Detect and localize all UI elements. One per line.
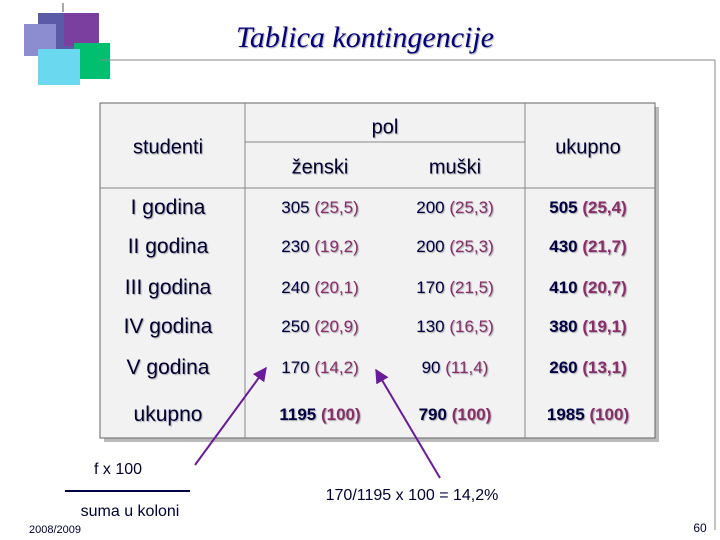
cell-count: 230: [281, 237, 310, 256]
cell-percent: (100): [589, 405, 630, 424]
formula-numerator: f x 100: [93, 461, 143, 478]
row-label: II godina: [127, 235, 209, 258]
table-cell: 260 (13,1): [549, 358, 627, 378]
cell-percent: (25,5): [314, 198, 359, 217]
cell-count: 505: [549, 198, 578, 217]
table-cell: 790 (100): [419, 405, 492, 425]
cell-count: 260: [549, 358, 578, 377]
deco-square: [38, 49, 80, 85]
table-cell: 230 (19,2): [281, 237, 359, 257]
table-cell: 305 (25,5): [281, 198, 359, 218]
cell-count: 790: [418, 405, 447, 424]
column-header: pol: [371, 116, 399, 139]
cell-count: 1985: [546, 405, 585, 424]
formula-denominator: suma u koloni: [80, 503, 180, 520]
table-cell: 430 (21,7): [549, 237, 627, 257]
table-cell: 90 (11,4): [422, 358, 489, 378]
example-calc: 170/1195 x 100 = 14,2%: [325, 487, 499, 504]
cell-count: 170: [281, 358, 310, 377]
cell-percent: (25,3): [449, 237, 494, 256]
table-cell: 130 (16,5): [416, 317, 494, 337]
table-cell: 200 (25,3): [416, 237, 494, 257]
cell-count: 240: [281, 278, 310, 297]
cell-percent: (19,1): [582, 317, 627, 336]
cell-count: 1195: [279, 405, 317, 424]
cell-percent: (16,5): [449, 317, 494, 336]
cell-count: 250: [281, 317, 310, 336]
row-label: ukupno: [133, 403, 203, 426]
cell-percent: (14,2): [314, 358, 359, 377]
cell-count: 380: [549, 317, 578, 336]
slide-title: Tablica kontingencije: [235, 21, 495, 54]
cell-count: 130: [416, 317, 445, 336]
deco-square: [64, 13, 99, 46]
table-cell: 505 (25,4): [549, 198, 627, 218]
cell-percent: (20,1): [314, 278, 359, 297]
table-cell: 240 (20,1): [281, 278, 359, 298]
cell-count: 200: [416, 237, 445, 256]
cell-percent: (25,3): [449, 198, 494, 217]
cell-percent: (100): [451, 405, 492, 424]
cell-count: 200: [416, 198, 445, 217]
cell-percent: (19,2): [314, 237, 359, 256]
column-header: ukupno: [555, 136, 621, 159]
table-cell: 170 (21,5): [416, 278, 494, 298]
cell-count: 170: [416, 278, 445, 297]
cell-count: 410: [549, 278, 578, 297]
cell-percent: (21,7): [582, 237, 627, 256]
row-label: I godina: [130, 196, 206, 219]
table-cell: 1985 (100): [547, 405, 629, 425]
table-cell: 170 (14,2): [281, 358, 359, 378]
row-label: V godina: [126, 356, 210, 379]
row-label: IV godina: [123, 315, 213, 338]
cell-percent: (20,7): [582, 278, 627, 297]
cell-percent: (13,1): [582, 358, 627, 377]
cell-percent: (21,5): [449, 278, 494, 297]
column-header: muški: [428, 156, 482, 179]
cell-percent: (11,4): [445, 358, 489, 377]
table-cell: 410 (20,7): [549, 278, 627, 298]
footer-year: 2008/2009: [29, 524, 81, 536]
arrow: [194, 366, 267, 466]
cell-percent: (25,4): [582, 198, 627, 217]
row-label: III godina: [124, 276, 212, 299]
cell-count: 90: [421, 358, 441, 377]
table-cell: 380 (19,1): [549, 317, 627, 337]
cell-count: 305: [281, 198, 310, 217]
cell-count: 430: [549, 237, 578, 256]
arrow: [375, 368, 441, 479]
table-cell: 250 (20,9): [281, 317, 359, 337]
table-cell: 200 (25,3): [416, 198, 494, 218]
column-header: studenti: [132, 136, 204, 159]
cell-percent: (20,9): [314, 317, 359, 336]
cell-percent: (100): [320, 405, 361, 424]
page-number: 60: [693, 521, 707, 535]
column-header: ženski: [291, 156, 349, 179]
table-cell: 1195 (100): [279, 405, 360, 425]
